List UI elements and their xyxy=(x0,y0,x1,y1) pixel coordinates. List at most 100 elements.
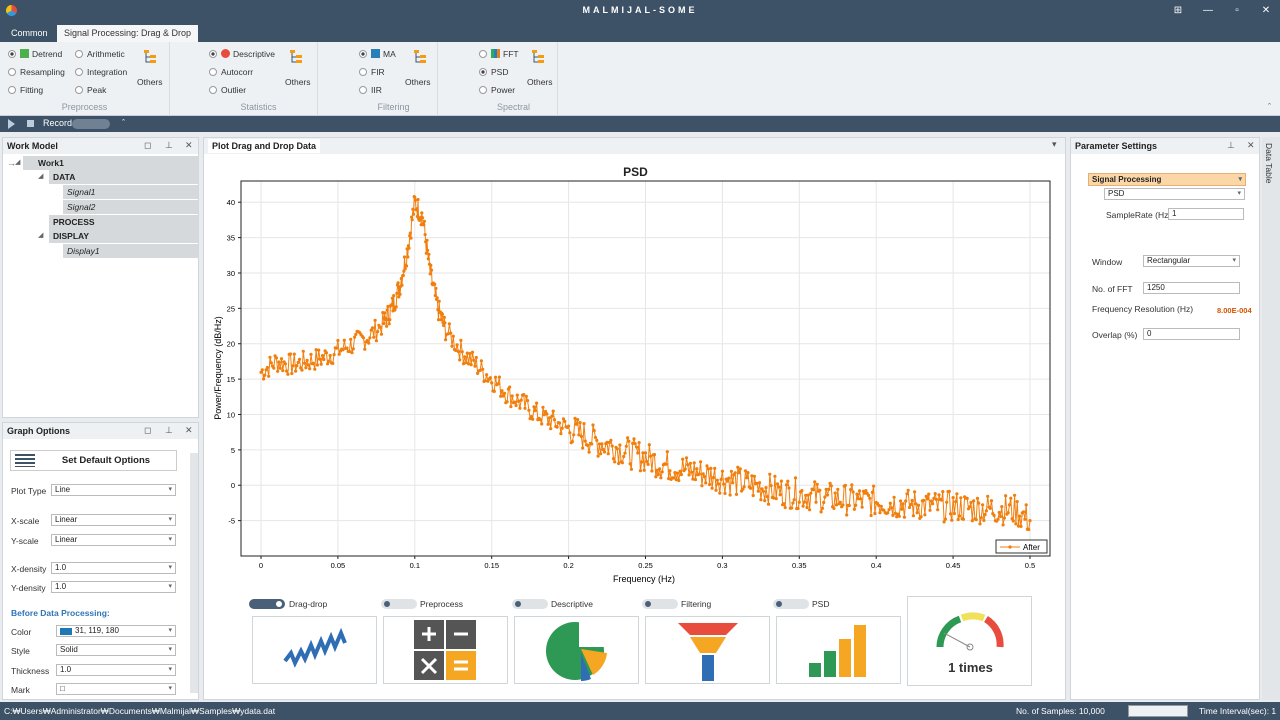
float-panel-icon[interactable]: ◻ xyxy=(144,140,152,150)
overlap-input[interactable]: 0 xyxy=(1143,328,1240,340)
record-toggle[interactable] xyxy=(72,119,110,129)
tree-process[interactable]: PROCESS xyxy=(49,215,199,229)
filtering-tile[interactable] xyxy=(645,616,770,684)
collapse-ribbon-icon[interactable]: ˆ xyxy=(1268,102,1271,112)
tree-data[interactable]: DATA xyxy=(49,170,199,184)
tab-common[interactable]: Common xyxy=(11,28,48,38)
others-menu-icon[interactable] xyxy=(412,48,428,66)
spectral-others-button[interactable]: Others xyxy=(527,77,553,87)
data-point xyxy=(711,476,715,480)
close-panel-icon[interactable]: ✕ xyxy=(1247,140,1255,150)
collapse-icon[interactable]: ◢ xyxy=(15,159,21,166)
nfft-input[interactable]: 1250 xyxy=(1143,282,1240,294)
psd-tile[interactable] xyxy=(776,616,901,684)
resampling-option[interactable]: Resampling xyxy=(8,66,65,78)
window-select[interactable]: Rectangular xyxy=(1143,255,1240,267)
panel-menu-icon[interactable]: ▾ xyxy=(1052,139,1057,149)
data-table-side-tab[interactable]: Data Table xyxy=(1262,137,1280,700)
statistics-others-button[interactable]: Others xyxy=(285,77,311,87)
data-point xyxy=(629,467,633,471)
descriptive-toggle[interactable] xyxy=(512,599,548,609)
pin-panel-icon[interactable]: ⊥ xyxy=(165,425,173,435)
drag-drop-tile[interactable] xyxy=(252,616,377,684)
float-panel-icon[interactable]: ◻ xyxy=(144,425,152,435)
data-point xyxy=(932,496,936,500)
stop-icon[interactable] xyxy=(27,120,34,127)
run-count-tile[interactable]: 1 times xyxy=(907,596,1032,686)
descriptive-option[interactable]: Descriptive xyxy=(209,48,275,60)
play-icon[interactable] xyxy=(8,119,15,129)
peak-option[interactable]: Peak xyxy=(75,84,106,96)
fir-option[interactable]: FIR xyxy=(359,66,385,78)
preprocess-toggle[interactable] xyxy=(381,599,417,609)
psd-chart[interactable]: 0 0.05 0.1 0.15 0.2 0.25 0.3 0.35 0.4 0.45 0.5 -5 0… xyxy=(204,178,1064,588)
data-point xyxy=(778,493,782,497)
data-point xyxy=(283,362,287,366)
data-point xyxy=(541,405,545,409)
fitting-option[interactable]: Fitting xyxy=(8,84,43,96)
data-point xyxy=(550,414,554,418)
yscale-select[interactable]: Linear xyxy=(51,534,176,546)
ydensity-stepper[interactable]: 1.0 xyxy=(51,581,176,593)
others-menu-icon[interactable] xyxy=(288,48,304,66)
xdensity-stepper[interactable]: 1.0 xyxy=(51,562,176,574)
others-menu-icon[interactable] xyxy=(530,48,546,66)
toolbar-dropdown-icon[interactable]: ˆ xyxy=(122,118,125,128)
data-point xyxy=(351,347,355,351)
filtering-toggle[interactable] xyxy=(642,599,678,609)
descriptive-label: Descriptive xyxy=(551,599,594,609)
samplerate-input[interactable]: 1 xyxy=(1168,208,1244,220)
scrollbar[interactable] xyxy=(190,453,198,693)
descriptive-tile[interactable] xyxy=(514,616,639,684)
power-option[interactable]: Power xyxy=(479,84,515,96)
data-point xyxy=(764,486,768,490)
outlier-option[interactable]: Outlier xyxy=(209,84,246,96)
preprocess-tile[interactable] xyxy=(383,616,508,684)
data-point xyxy=(734,492,739,496)
iir-option[interactable]: IIR xyxy=(359,84,382,96)
tab-signal-processing[interactable]: Signal Processing: Drag & Drop xyxy=(57,25,199,42)
others-menu-icon[interactable] xyxy=(142,48,158,66)
minimize-button[interactable]: — xyxy=(1203,5,1213,16)
data-point xyxy=(523,406,527,410)
fft-option[interactable]: FFT xyxy=(479,48,519,60)
tree-signal[interactable]: Signal2 xyxy=(63,200,199,214)
psd-option[interactable]: PSD xyxy=(479,66,508,78)
pin-panel-icon[interactable]: ⊥ xyxy=(1227,140,1235,150)
integration-option[interactable]: Integration xyxy=(75,66,127,78)
data-point xyxy=(409,236,413,240)
preprocess-others-button[interactable]: Others xyxy=(137,77,163,87)
collapse-icon[interactable]: ◢ xyxy=(38,232,44,239)
tree-work[interactable]: Work1 xyxy=(23,156,199,170)
psd-toggle[interactable] xyxy=(773,599,809,609)
data-point xyxy=(455,343,459,347)
xscale-select[interactable]: Linear xyxy=(51,514,176,526)
signal-processing-section[interactable]: Signal Processing xyxy=(1088,173,1246,186)
restore-layout-button[interactable]: ⊞ xyxy=(1173,5,1183,16)
data-point xyxy=(342,338,346,342)
plot-type-select[interactable]: Line xyxy=(51,484,176,496)
detrend-option[interactable]: Detrend xyxy=(8,48,62,60)
tree-display[interactable]: DISPLAY xyxy=(49,229,199,243)
maximize-button[interactable]: ▫ xyxy=(1235,5,1239,16)
filtering-others-button[interactable]: Others xyxy=(405,77,431,87)
style-select[interactable]: Solid xyxy=(56,644,176,656)
ma-option[interactable]: MA xyxy=(359,48,396,60)
collapse-icon[interactable]: ◢ xyxy=(38,173,44,180)
color-select[interactable]: 31, 119, 180 xyxy=(56,625,176,637)
close-panel-icon[interactable]: ✕ xyxy=(185,425,193,435)
status-dropdown[interactable] xyxy=(1128,705,1188,717)
close-button[interactable]: ✕ xyxy=(1261,5,1271,16)
autocorr-option[interactable]: Autocorr xyxy=(209,66,253,78)
tree-signal[interactable]: Signal1 xyxy=(63,185,199,199)
arithmetic-option[interactable]: Arithmetic xyxy=(75,48,125,60)
data-point xyxy=(959,496,963,500)
tree-display-item[interactable]: Display1 xyxy=(63,244,199,258)
close-panel-icon[interactable]: ✕ xyxy=(185,140,193,150)
drag-drop-toggle[interactable] xyxy=(249,599,285,609)
set-default-options-button[interactable]: Set Default Options xyxy=(10,450,177,471)
method-select[interactable]: PSD xyxy=(1104,188,1245,200)
mark-select[interactable]: □ xyxy=(56,683,176,695)
pin-panel-icon[interactable]: ⊥ xyxy=(165,140,173,150)
thickness-stepper[interactable]: 1.0 xyxy=(56,664,176,676)
